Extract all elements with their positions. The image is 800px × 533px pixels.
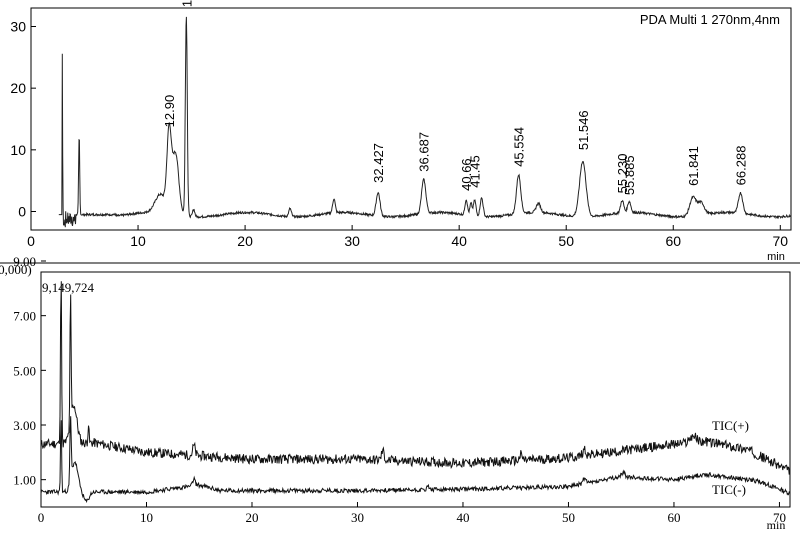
pda-plot-frame [30, 7, 792, 231]
pda-peak-label: 66.288 [734, 146, 749, 186]
pda-x-tick-label: 10 [130, 233, 146, 249]
pda-x-tick-label: 30 [344, 233, 360, 249]
tic-x-axis: 0 10 20 30 40 50 60 70 [38, 502, 786, 525]
pda-x-tick-label: 20 [237, 233, 253, 249]
pda-peak-label: 12.90 [162, 95, 177, 128]
pda-peak-label: 61.841 [686, 146, 701, 186]
pda-peak-label: 51.546 [576, 110, 591, 150]
tic-panel: (x10,000,000) 9,149,724 1.00 3.00 5.00 7.00… [0, 254, 791, 532]
tic-max-intensity-label: 9,149,724 [42, 280, 95, 295]
tic-x-tick-label: 30 [351, 510, 364, 525]
pda-legend-label: PDA Multi 1 270nm,4nm [640, 12, 780, 27]
pda-peak-label: 55.885 [622, 155, 637, 195]
tic-y-axis: 1.00 3.00 5.00 7.00 9.00 [13, 254, 46, 488]
pda-y-tick-label: 30 [10, 19, 26, 35]
pda-y-tick-label: 10 [10, 142, 26, 158]
tic-y-tick-label: 3.00 [13, 418, 36, 433]
pda-trace-line [58, 16, 792, 228]
pda-x-tick-label: 70 [773, 233, 789, 249]
pda-x-tick-label: 0 [27, 233, 35, 249]
pda-x-axis: 0 10 20 30 40 50 60 70 [27, 225, 788, 249]
pda-x-tick-label: 40 [451, 233, 467, 249]
tic-y-tick-label: 1.00 [13, 473, 36, 488]
pda-x-axis-unit: min [767, 251, 785, 263]
tic-x-tick-label: 20 [245, 510, 258, 525]
tic-y-tick-label: 5.00 [13, 363, 36, 378]
tic-x-tick-label: 60 [667, 510, 680, 525]
tic-y-tick-label: 9.00 [13, 254, 36, 269]
pda-panel: PDA Multi 1 270nm,4nm 0 10 20 30 0 10 20 30 40 5… [10, 0, 792, 263]
tic-x-tick-label: 70 [773, 510, 786, 525]
pda-peak-label: 32.427 [371, 143, 386, 183]
tic-negative-trace-line [40, 416, 791, 504]
pda-y-tick-label: 20 [10, 80, 26, 96]
pda-x-tick-label: 50 [558, 233, 574, 249]
pda-y-tick-label: 0 [18, 204, 26, 220]
tic-positive-trace-line [40, 281, 791, 475]
pda-peak-label: 14.508 [179, 0, 194, 7]
pda-peak-label: 36.687 [417, 132, 432, 172]
pda-peak-label: 41.45 [468, 155, 483, 188]
tic-plot-frame [40, 271, 791, 508]
tic-x-tick-label: 0 [38, 510, 45, 525]
pda-peak-label: 55.230 [615, 154, 630, 194]
pda-peak-label: 40.66 [459, 158, 474, 191]
tic-y-axis-unit: (x10,000,000) [0, 262, 32, 277]
tic-x-tick-label: 10 [140, 510, 153, 525]
tic-x-axis-unit: min [767, 518, 786, 532]
pda-x-tick-label: 60 [665, 233, 681, 249]
tic-x-tick-label: 40 [456, 510, 469, 525]
tic-x-tick-label: 50 [562, 510, 575, 525]
tic-y-tick-label: 7.00 [13, 309, 36, 324]
tic-negative-series-label: TIC(-) [712, 482, 746, 497]
tic-positive-series-label: TIC(+) [712, 418, 749, 433]
pda-peak-label: 45.554 [512, 127, 527, 167]
pda-y-axis: 0 10 20 30 [10, 19, 36, 220]
